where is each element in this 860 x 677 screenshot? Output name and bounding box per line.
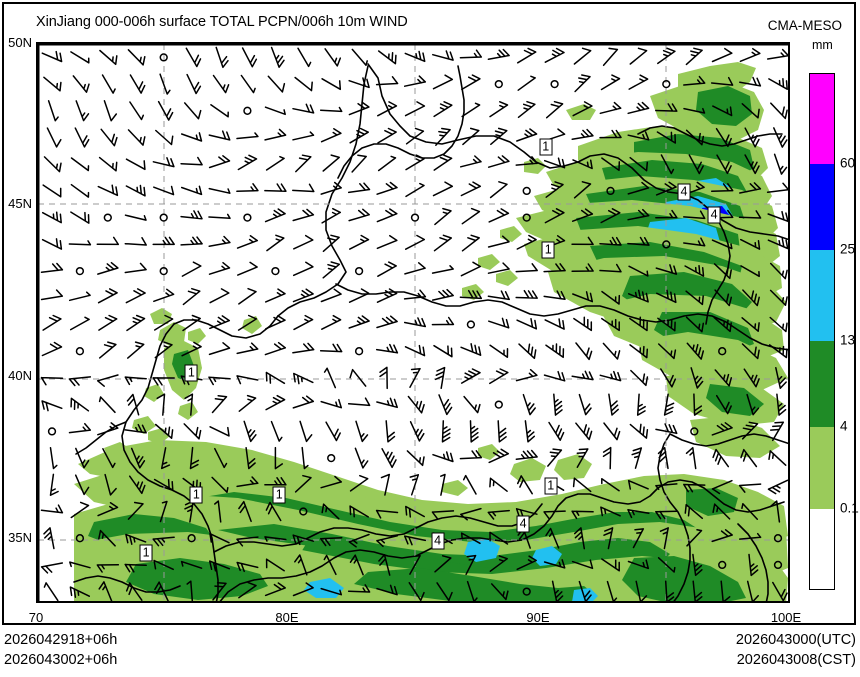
ytick-35N: 35N [8,530,32,545]
figure-border [2,2,856,625]
colorbar[interactable] [809,73,835,590]
contour-label: 1 [541,241,555,259]
contour-label: 4 [677,183,691,201]
colorbar-segment-13-25 [810,250,834,341]
contour-label: 1 [544,477,558,495]
colorbar-segment-25-60 [810,164,834,250]
colorbar-tick-25: 25 [840,241,856,257]
colorbar-segment-0.1-4 [810,427,834,509]
footer-init-cst: 2026043002+06h [4,652,118,668]
colorbar-tick-13: 13 [840,332,856,348]
colorbar-tick-01: 0.1 [840,500,859,516]
contour-label: 1 [184,364,198,382]
model-tag: CMA-MESO [767,18,842,33]
page-title: XinJiang 000-006h surface TOTAL PCPN/006… [36,14,408,30]
colorbar-tick-4: 4 [840,418,848,434]
colorbar-unit-label: mm [812,38,833,52]
contour-label: 4 [516,515,530,533]
contour-label: 4 [707,206,721,224]
contour-label: 1 [272,486,286,504]
xtick-80E: 80E [275,610,299,625]
xtick-100E: 100E [770,610,802,625]
ytick-50N: 50N [8,35,32,50]
xtick-70: 70 [28,610,44,625]
xtick-90E: 90E [526,610,550,625]
colorbar-segment-over60 [810,74,834,164]
wind-barb-field [40,46,788,601]
contour-label: 1 [539,138,553,156]
colorbar-segment-under0.1 [810,509,834,588]
contour-label: 1 [189,486,203,504]
colorbar-segment-4-13 [810,341,834,427]
contour-label: 1 [139,544,153,562]
footer-valid-utc: 2026043000(UTC) [735,632,856,648]
ytick-45N: 45N [8,196,32,211]
colorbar-tick-60: 60 [840,155,856,171]
ytick-40N: 40N [8,368,32,383]
map-canvas [38,44,788,601]
footer-init-utc: 2026042918+06h [4,632,118,648]
contour-label: 4 [431,532,445,550]
calm-wind-circles [47,53,783,596]
footer-valid-cst: 2026043008(CST) [736,652,856,668]
